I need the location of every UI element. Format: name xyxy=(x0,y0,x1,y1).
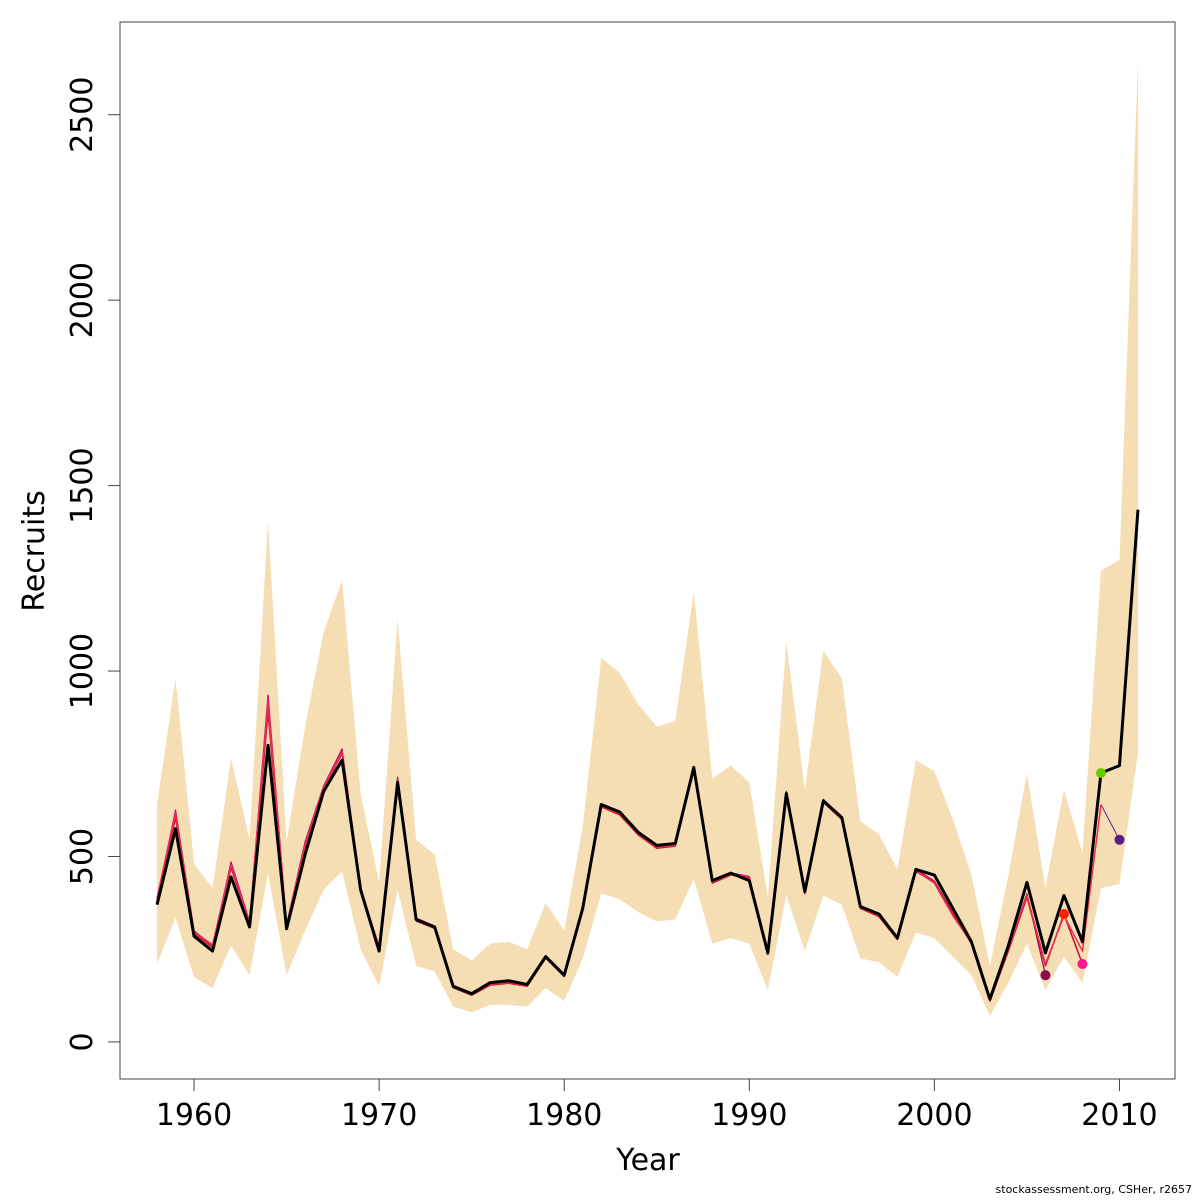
data-point-2010 xyxy=(1114,834,1125,845)
confidence-band xyxy=(157,60,1138,1016)
x-tick-label-2010: 2010 xyxy=(1081,1098,1157,1133)
y-tick-label-2000: 2000 xyxy=(65,262,100,338)
x-tick-label-1980: 1980 xyxy=(526,1098,602,1133)
x-tick-label-2000: 2000 xyxy=(896,1098,972,1133)
x-axis-title: Year xyxy=(615,1143,680,1178)
y-tick-label-500: 500 xyxy=(65,828,100,885)
y-tick-label-1500: 1500 xyxy=(65,447,100,523)
series-line-0 xyxy=(155,509,1140,1001)
x-tick-label-1960: 1960 xyxy=(156,1098,232,1133)
series-line-5 xyxy=(1100,804,1120,841)
points-layer xyxy=(1040,768,1125,981)
data-point-2008 xyxy=(1077,959,1088,970)
series-layer xyxy=(155,509,1140,1002)
y-tick-label-1000: 1000 xyxy=(65,633,100,709)
y-tick-label-2500: 2500 xyxy=(65,77,100,153)
data-point-2006 xyxy=(1040,970,1051,981)
y-axis: 0 500 1000 1500 2000 2500 xyxy=(65,77,121,1051)
x-tick-label-1990: 1990 xyxy=(711,1098,787,1133)
y-axis-title: Recruits xyxy=(17,490,52,612)
data-point-2007 xyxy=(1058,908,1069,919)
source-credit: stockassessment.org, CSHer, r2657 xyxy=(995,1183,1192,1196)
x-axis: 1960 1970 1980 1990 2000 2010 xyxy=(156,1078,1158,1133)
data-point-2009 xyxy=(1095,768,1106,779)
x-tick-label-1970: 1970 xyxy=(341,1098,417,1133)
confidence-band-layer xyxy=(157,60,1138,1016)
y-tick-label-0: 0 xyxy=(65,1032,100,1051)
